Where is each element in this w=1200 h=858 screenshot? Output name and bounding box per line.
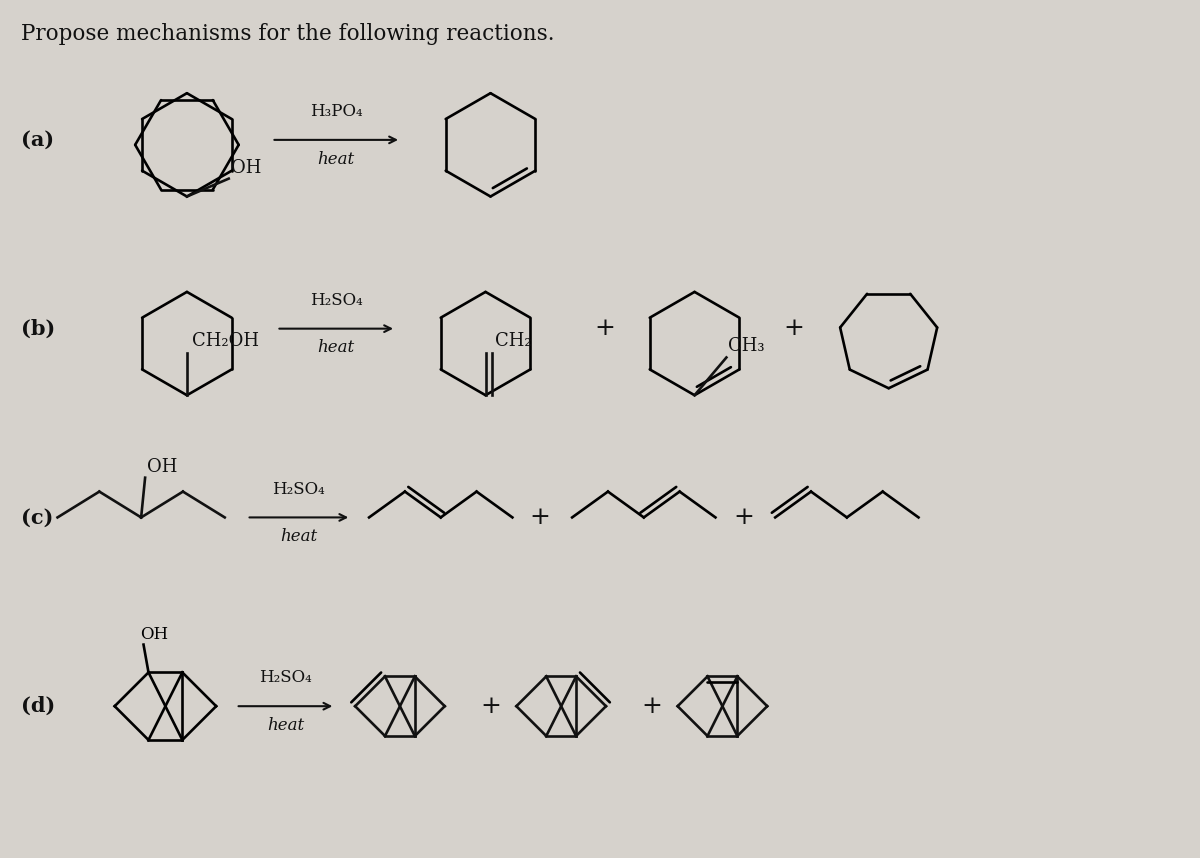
Text: OH: OH	[148, 457, 178, 475]
Text: +: +	[480, 695, 500, 717]
Text: CH₂OH: CH₂OH	[192, 331, 259, 349]
Text: (b): (b)	[20, 318, 55, 339]
Text: heat: heat	[318, 340, 355, 356]
Text: +: +	[530, 506, 551, 529]
Text: Propose mechanisms for the following reactions.: Propose mechanisms for the following rea…	[20, 22, 554, 45]
Text: +: +	[733, 506, 754, 529]
Text: heat: heat	[266, 717, 304, 734]
Text: (a): (a)	[20, 130, 54, 150]
Text: +: +	[594, 317, 616, 340]
Text: H₂SO₄: H₂SO₄	[272, 480, 325, 498]
Text: CH₂: CH₂	[496, 331, 532, 349]
Text: heat: heat	[281, 529, 318, 546]
Text: +: +	[784, 317, 804, 340]
Text: H₂SO₄: H₂SO₄	[310, 292, 362, 309]
Text: CH₃: CH₃	[728, 337, 764, 355]
Text: H₂SO₄: H₂SO₄	[259, 669, 312, 686]
Text: heat: heat	[318, 151, 355, 167]
Text: (c): (c)	[20, 507, 53, 528]
Text: OH: OH	[230, 159, 262, 177]
Text: +: +	[641, 695, 662, 717]
Text: OH: OH	[140, 625, 169, 643]
Text: (d): (d)	[20, 696, 55, 716]
Text: H₃PO₄: H₃PO₄	[310, 103, 362, 120]
